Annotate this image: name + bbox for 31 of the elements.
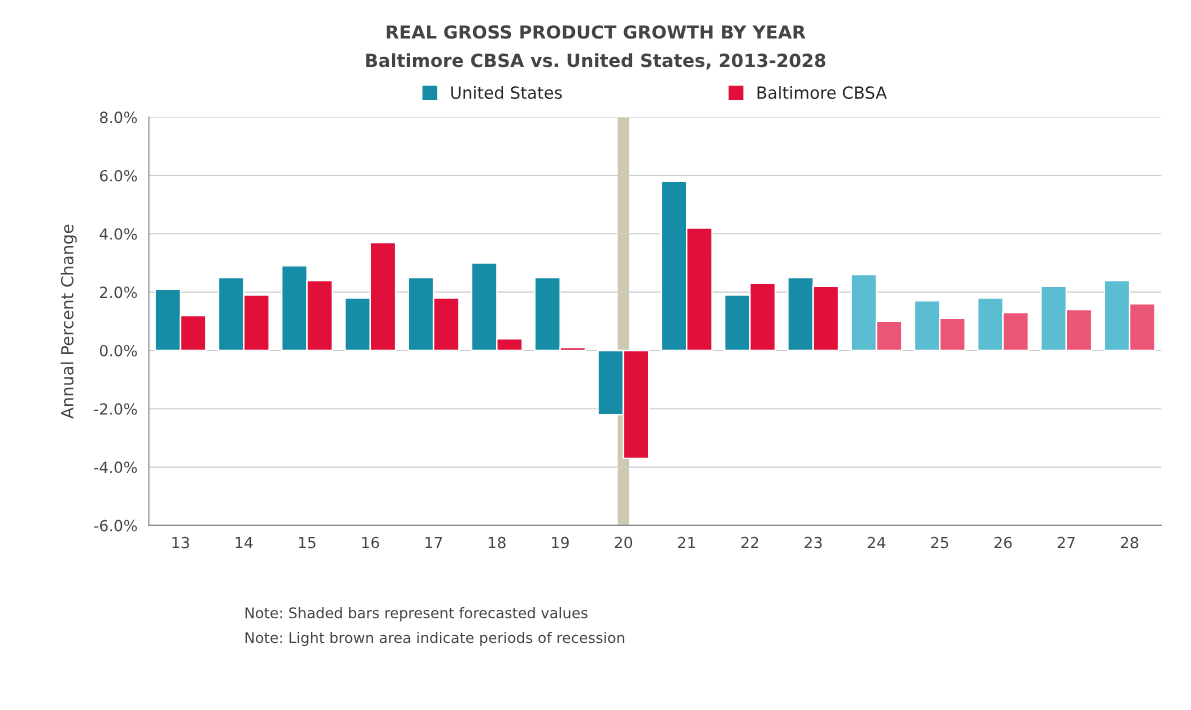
x-tick-label: 18	[488, 536, 506, 549]
x-tick-label: 27	[1057, 536, 1075, 549]
y-tick-label: 4.0%	[99, 228, 137, 240]
y-tick-label: 0.0%	[99, 344, 137, 357]
x-tick-label: 22	[741, 536, 759, 549]
x-tick-label: 16	[362, 536, 380, 549]
legend-label: United States	[451, 86, 562, 99]
y-tick-label: 2.0%	[100, 286, 137, 299]
y-tick-label: 6.0%	[100, 169, 137, 182]
y-tick-label: -2.0%	[94, 403, 137, 415]
x-tick-label: 19	[552, 536, 569, 549]
y-axis-title: Annual Percent Change	[60, 224, 77, 419]
x-tick-label: 24	[867, 536, 886, 549]
x-tick-label: 13	[172, 536, 190, 549]
x-tick-label: 23	[804, 536, 822, 549]
x-tick-label: 15	[299, 536, 316, 549]
chart-subtitle: Baltimore CBSA vs. United States, 2013-2028	[366, 53, 826, 70]
x-tick-label: 26	[994, 536, 1012, 549]
y-tick-label: -4.0%	[94, 461, 137, 474]
x-tick-label: 28	[1120, 536, 1139, 549]
y-tick-label: -6.0%	[94, 519, 137, 532]
legend-label: Baltimore CBSA	[757, 86, 887, 99]
text: Note: Shaded bars represent forecasted values	[245, 607, 588, 622]
x-tick-label: 14	[235, 536, 253, 549]
y-tick-label: 8.0%	[99, 111, 137, 124]
text: Note: Light brown area indicate periods of recession	[245, 631, 625, 647]
x-tick-label: 20	[614, 536, 633, 549]
x-tick-label: 25	[931, 536, 949, 549]
x-tick-label: 21	[678, 536, 695, 549]
chart-title: REAL GROSS PRODUCT GROWTH BY YEAR	[386, 25, 806, 39]
x-tick-label: 17	[425, 536, 443, 549]
